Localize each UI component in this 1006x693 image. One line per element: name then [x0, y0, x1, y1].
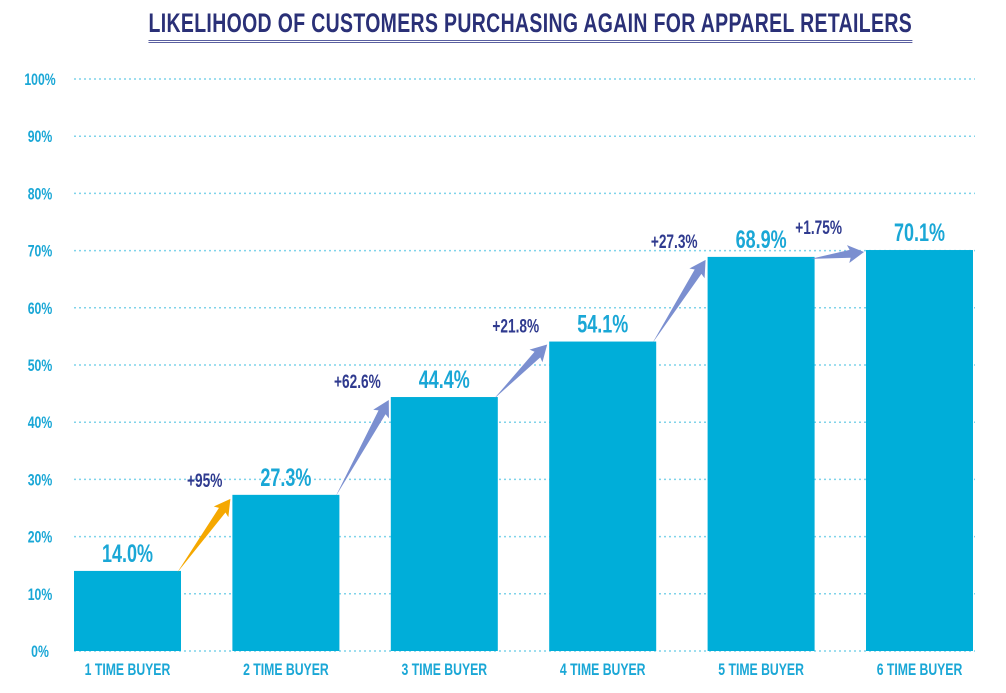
x-tick-label: 5 TIME BUYER: [718, 661, 804, 679]
growth-label: +1.75%: [795, 217, 842, 239]
growth-label: +21.8%: [492, 315, 539, 337]
arrow-shape: [177, 498, 231, 573]
x-tick-label: 3 TIME BUYER: [401, 661, 487, 679]
y-tick-label: 10%: [28, 586, 52, 604]
arrow-shape: [652, 259, 706, 344]
y-tick-label: 0%: [31, 643, 49, 661]
arrow-shape: [335, 400, 389, 497]
bar: [232, 494, 340, 651]
bar-value-label: 44.4%: [419, 365, 470, 394]
bar-value-label: 68.9%: [736, 225, 787, 254]
bar-value-label: 14.0%: [102, 539, 153, 568]
growth-arrow: [810, 245, 864, 263]
y-tick-label: 20%: [28, 529, 52, 547]
bar-value-label: 54.1%: [577, 310, 628, 339]
chart-title: LIKELIHOOD OF CUSTOMERS PURCHASING AGAIN…: [0, 8, 1006, 43]
growth-label: +95%: [187, 470, 223, 492]
y-tick-label: 90%: [28, 128, 52, 146]
x-tick-label: 6 TIME BUYER: [877, 661, 963, 679]
chart-title-text: LIKELIHOOD OF CUSTOMERS PURCHASING AGAIN…: [148, 8, 913, 43]
bar: [74, 570, 181, 651]
growth-label: +62.6%: [334, 371, 381, 393]
growth-arrow: [652, 259, 706, 344]
bar: [707, 256, 815, 651]
x-tick-label: 1 TIME BUYER: [85, 661, 171, 679]
y-tick-label: 100%: [24, 71, 55, 89]
growth-arrow: [177, 498, 231, 573]
x-tick-label: 2 TIME BUYER: [243, 661, 329, 679]
bar: [549, 341, 657, 651]
y-tick-label: 70%: [28, 243, 52, 261]
y-tick-label: 30%: [28, 472, 52, 490]
y-tick-label: 40%: [28, 414, 52, 432]
y-tick-label: 80%: [28, 186, 52, 204]
growth-label: +27.3%: [651, 231, 698, 253]
bar-value-label: 27.3%: [260, 463, 311, 492]
bar: [866, 250, 973, 651]
y-tick-label: 50%: [28, 357, 52, 375]
arrow-shape: [493, 344, 548, 400]
arrow-shape: [810, 245, 864, 263]
y-tick-label: 60%: [28, 300, 52, 318]
bar: [390, 397, 498, 651]
growth-arrow: [335, 400, 389, 497]
bar-value-label: 70.1%: [894, 218, 945, 247]
growth-arrow: [493, 344, 548, 400]
x-tick-label: 4 TIME BUYER: [560, 661, 646, 679]
